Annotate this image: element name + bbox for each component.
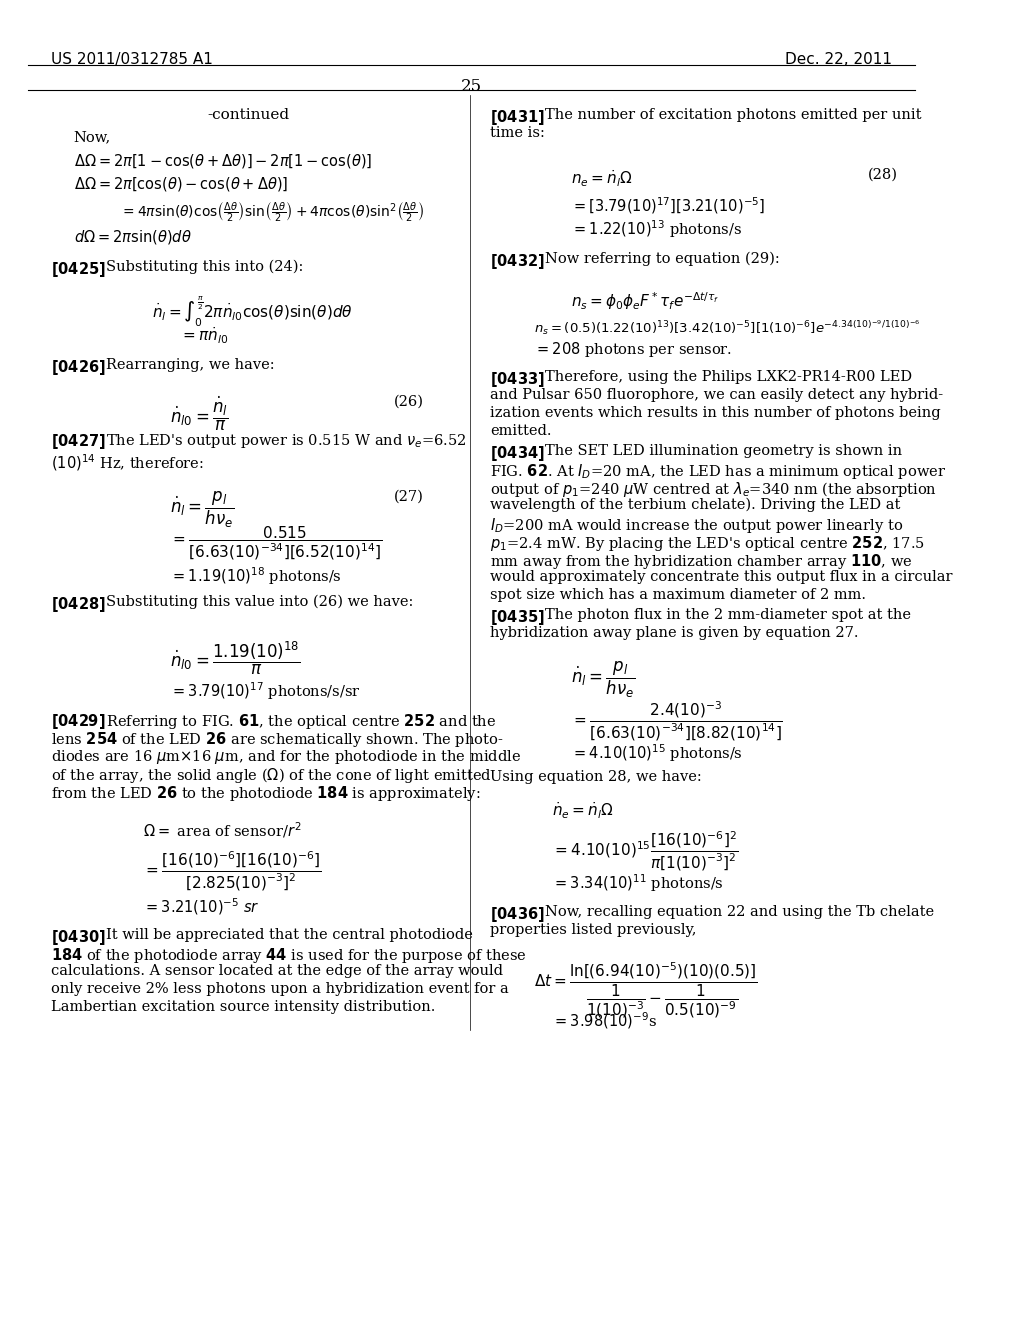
Text: only receive 2% less photons upon a hybridization event for a: only receive 2% less photons upon a hybr… [50,982,508,997]
Text: $\mathbf{[0429]}$: $\mathbf{[0429]}$ [50,711,105,731]
Text: $\dot{n}_l = \dfrac{p_l}{h\nu_e}$: $\dot{n}_l = \dfrac{p_l}{h\nu_e}$ [170,490,234,531]
Text: Dec. 22, 2011: Dec. 22, 2011 [785,51,892,67]
Text: The photon flux in the 2 mm-diameter spot at the: The photon flux in the 2 mm-diameter spo… [545,609,911,622]
Text: It will be appreciated that the central photodiode: It will be appreciated that the central … [105,928,473,942]
Text: time is:: time is: [489,125,545,140]
Text: US 2011/0312785 A1: US 2011/0312785 A1 [50,51,213,67]
Text: output of $p_1$=240 $\mu$W centred at $\lambda_e$=340 nm (the absorption: output of $p_1$=240 $\mu$W centred at $\… [489,480,937,499]
Text: $(10)^{14}$ Hz, therefore:: $(10)^{14}$ Hz, therefore: [50,451,204,473]
Text: calculations. A sensor located at the edge of the array would: calculations. A sensor located at the ed… [50,964,503,978]
Text: $\mathbf{184}$ of the photodiode array $\mathbf{44}$ is used for the purpose of : $\mathbf{184}$ of the photodiode array $… [50,946,526,965]
Text: -continued: -continued [208,108,290,121]
Text: $\mathbf{[0426]}$: $\mathbf{[0426]}$ [50,358,105,378]
Text: (28): (28) [867,168,898,182]
Text: $I_D$=200 mA would increase the output power linearly to: $I_D$=200 mA would increase the output p… [489,516,903,535]
Text: $\mathbf{[0430]}$: $\mathbf{[0430]}$ [50,928,105,946]
Text: $\dot{n}_e = \dot{n}_l\Omega$: $\dot{n}_e = \dot{n}_l\Omega$ [552,800,614,821]
Text: $= 3.98(10)^{-9}$s: $= 3.98(10)^{-9}$s [552,1010,657,1031]
Text: $\Delta\Omega = 2\pi[1 - \cos(\theta + \Delta\theta)] - 2\pi[1 - \cos(\theta)]$: $\Delta\Omega = 2\pi[1 - \cos(\theta + \… [74,152,372,170]
Text: properties listed previously,: properties listed previously, [489,923,696,937]
Text: Substituting this value into (26) we have:: Substituting this value into (26) we hav… [105,595,414,610]
Text: $p_1$=2.4 mW. By placing the LED's optical centre $\mathbf{252}$, 17.5: $p_1$=2.4 mW. By placing the LED's optic… [489,535,925,553]
Text: $\mathbf{[0432]}$: $\mathbf{[0432]}$ [489,252,545,271]
Text: Now,: Now, [74,129,111,144]
Text: ization events which results in this number of photons being: ization events which results in this num… [489,407,940,420]
Text: The LED's output power is 0.515 W and $\nu_e$=6.52: The LED's output power is 0.515 W and $\… [105,432,467,450]
Text: would approximately concentrate this output flux in a circular: would approximately concentrate this out… [489,570,952,583]
Text: $= 4.10(10)^{15}$ photons/s: $= 4.10(10)^{15}$ photons/s [570,742,742,764]
Text: $\Omega =$ area of sensor/$r^2$: $\Omega =$ area of sensor/$r^2$ [142,820,301,840]
Text: $\dot{n}_{l0} = \dfrac{1.19(10)^{18}}{\pi}$: $\dot{n}_{l0} = \dfrac{1.19(10)^{18}}{\p… [170,640,301,677]
Text: $\Delta\Omega = 2\pi[\cos(\theta) - \cos(\theta + \Delta\theta)]$: $\Delta\Omega = 2\pi[\cos(\theta) - \cos… [74,176,288,193]
Text: $\mathbf{[0435]}$: $\mathbf{[0435]}$ [489,609,545,627]
Text: $\mathbf{[0434]}$: $\mathbf{[0434]}$ [489,444,545,463]
Text: $= 4.10(10)^{15}\dfrac{[16(10)^{-6}]^2}{\pi[1(10)^{-3}]^2}$: $= 4.10(10)^{15}\dfrac{[16(10)^{-6}]^2}{… [552,830,739,873]
Text: emitted.: emitted. [489,424,551,438]
Text: $\dot{n}_l = \int_0^{\frac{\pi}{2}} 2\pi\dot{n}_{l0}\cos(\theta)\sin(\theta)d\th: $\dot{n}_l = \int_0^{\frac{\pi}{2}} 2\pi… [152,294,352,329]
Text: Lambertian excitation source intensity distribution.: Lambertian excitation source intensity d… [50,1001,435,1014]
Text: $\dot{n}_l = \dfrac{p_l}{h\nu_e}$: $\dot{n}_l = \dfrac{p_l}{h\nu_e}$ [570,660,635,700]
Text: $= \dfrac{0.515}{[6.63(10)^{-34}][6.52(10)^{14}]}$: $= \dfrac{0.515}{[6.63(10)^{-34}][6.52(1… [170,525,383,562]
Text: Rearranging, we have:: Rearranging, we have: [105,358,274,372]
Text: $= 1.19(10)^{18}$ photons/s: $= 1.19(10)^{18}$ photons/s [170,565,342,586]
Text: from the LED $\mathbf{26}$ to the photodiode $\mathbf{184}$ is approximately:: from the LED $\mathbf{26}$ to the photod… [50,784,480,803]
Text: $= \dfrac{2.4(10)^{-3}}{[6.63(10)^{-34}][8.82(10)^{14}]}$: $= \dfrac{2.4(10)^{-3}}{[6.63(10)^{-34}]… [570,700,782,743]
Text: $= 3.34(10)^{11}$ photons/s: $= 3.34(10)^{11}$ photons/s [552,873,724,894]
Text: $= \dfrac{[16(10)^{-6}][16(10)^{-6}]}{[2.825(10)^{-3}]^2}$: $= \dfrac{[16(10)^{-6}][16(10)^{-6}]}{[2… [142,850,322,894]
Text: $n_s = \phi_0\phi_eF^*\tau_fe^{-\Delta t/\tau_f}$: $n_s = \phi_0\phi_eF^*\tau_fe^{-\Delta t… [570,290,719,312]
Text: wavelength of the terbium chelate). Driving the LED at: wavelength of the terbium chelate). Driv… [489,498,900,512]
Text: $= [3.79(10)^{17}][3.21(10)^{-5}]$: $= [3.79(10)^{17}][3.21(10)^{-5}]$ [570,195,765,215]
Text: hybridization away plane is given by equation 27.: hybridization away plane is given by equ… [489,626,858,640]
Text: $= 3.79(10)^{17}$ photons/s/sr: $= 3.79(10)^{17}$ photons/s/sr [170,680,361,702]
Text: $\mathbf{[0428]}$: $\mathbf{[0428]}$ [50,595,105,614]
Text: $\mathbf{[0431]}$: $\mathbf{[0431]}$ [489,108,545,127]
Text: Now referring to equation (29):: Now referring to equation (29): [545,252,780,267]
Text: FIG. $\mathbf{62}$. At $I_D$=20 mA, the LED has a minimum optical power: FIG. $\mathbf{62}$. At $I_D$=20 mA, the … [489,462,946,480]
Text: (26): (26) [393,395,424,409]
Text: The SET LED illumination geometry is shown in: The SET LED illumination geometry is sho… [545,444,902,458]
Text: spot size which has a maximum diameter of 2 mm.: spot size which has a maximum diameter o… [489,587,866,602]
Text: $\dot{n}_{l0} = \dfrac{\dot{n}_l}{\pi}$: $\dot{n}_{l0} = \dfrac{\dot{n}_l}{\pi}$ [170,395,229,433]
Text: Now, recalling equation 22 and using the Tb chelate: Now, recalling equation 22 and using the… [545,906,934,919]
Text: The number of excitation photons emitted per unit: The number of excitation photons emitted… [545,108,922,121]
Text: $= 3.21(10)^{-5}\ sr$: $= 3.21(10)^{-5}\ sr$ [142,896,259,916]
Text: $d\Omega = 2\pi\sin(\theta)d\theta$: $d\Omega = 2\pi\sin(\theta)d\theta$ [74,228,191,246]
Text: of the array, the solid angle ($\Omega$) of the cone of light emitted: of the array, the solid angle ($\Omega$)… [50,766,492,785]
Text: $= 4\pi\sin(\theta)\cos\!\left(\frac{\Delta\theta}{2}\right)\sin\!\left(\frac{\D: $= 4\pi\sin(\theta)\cos\!\left(\frac{\De… [120,201,424,223]
Text: lens $\mathbf{254}$ of the LED $\mathbf{26}$ are schematically shown. The photo-: lens $\mathbf{254}$ of the LED $\mathbf{… [50,730,503,748]
Text: $= \pi\dot{n}_{l0}$: $= \pi\dot{n}_{l0}$ [179,325,228,346]
Text: Therefore, using the Philips LXK2-PR14-R00 LED: Therefore, using the Philips LXK2-PR14-R… [545,370,912,384]
Text: (27): (27) [393,490,424,504]
Text: $= 1.22(10)^{13}$ photons/s: $= 1.22(10)^{13}$ photons/s [570,218,742,240]
Text: Using equation 28, we have:: Using equation 28, we have: [489,770,701,784]
Text: diodes are 16 $\mu$m$\times$16 $\mu$m, and for the photodiode in the middle: diodes are 16 $\mu$m$\times$16 $\mu$m, a… [50,748,520,766]
Text: mm away from the hybridization chamber array $\mathbf{110}$, we: mm away from the hybridization chamber a… [489,552,912,572]
Text: $\mathbf{[0425]}$: $\mathbf{[0425]}$ [50,260,105,279]
Text: Referring to FIG. $\mathbf{61}$, the optical centre $\mathbf{252}$ and the: Referring to FIG. $\mathbf{61}$, the opt… [105,711,496,731]
Text: 25: 25 [461,78,482,95]
Text: $\mathbf{[0427]}$: $\mathbf{[0427]}$ [50,432,105,451]
Text: $n_e = \dot{n}_l\Omega$: $n_e = \dot{n}_l\Omega$ [570,168,633,189]
Text: $\Delta t = \dfrac{\ln[(6.94(10)^{-5})(10)(0.5)]}{\dfrac{1}{1(10)^{-3}} - \dfrac: $\Delta t = \dfrac{\ln[(6.94(10)^{-5})(1… [534,960,758,1020]
Text: $n_s = (0.5)(1.22(10)^{13})[3.42(10)^{-5}][1(10)^{-6}]e^{-4.34(10)^{-9}/1(10)^{-: $n_s = (0.5)(1.22(10)^{13})[3.42(10)^{-5… [534,318,921,337]
Text: $\mathbf{[0436]}$: $\mathbf{[0436]}$ [489,906,545,924]
Text: $= 208$ photons per sensor.: $= 208$ photons per sensor. [534,341,732,359]
Text: and Pulsar 650 fluorophore, we can easily detect any hybrid-: and Pulsar 650 fluorophore, we can easil… [489,388,943,403]
Text: Substituting this into (24):: Substituting this into (24): [105,260,303,275]
Text: $\mathbf{[0433]}$: $\mathbf{[0433]}$ [489,370,545,389]
